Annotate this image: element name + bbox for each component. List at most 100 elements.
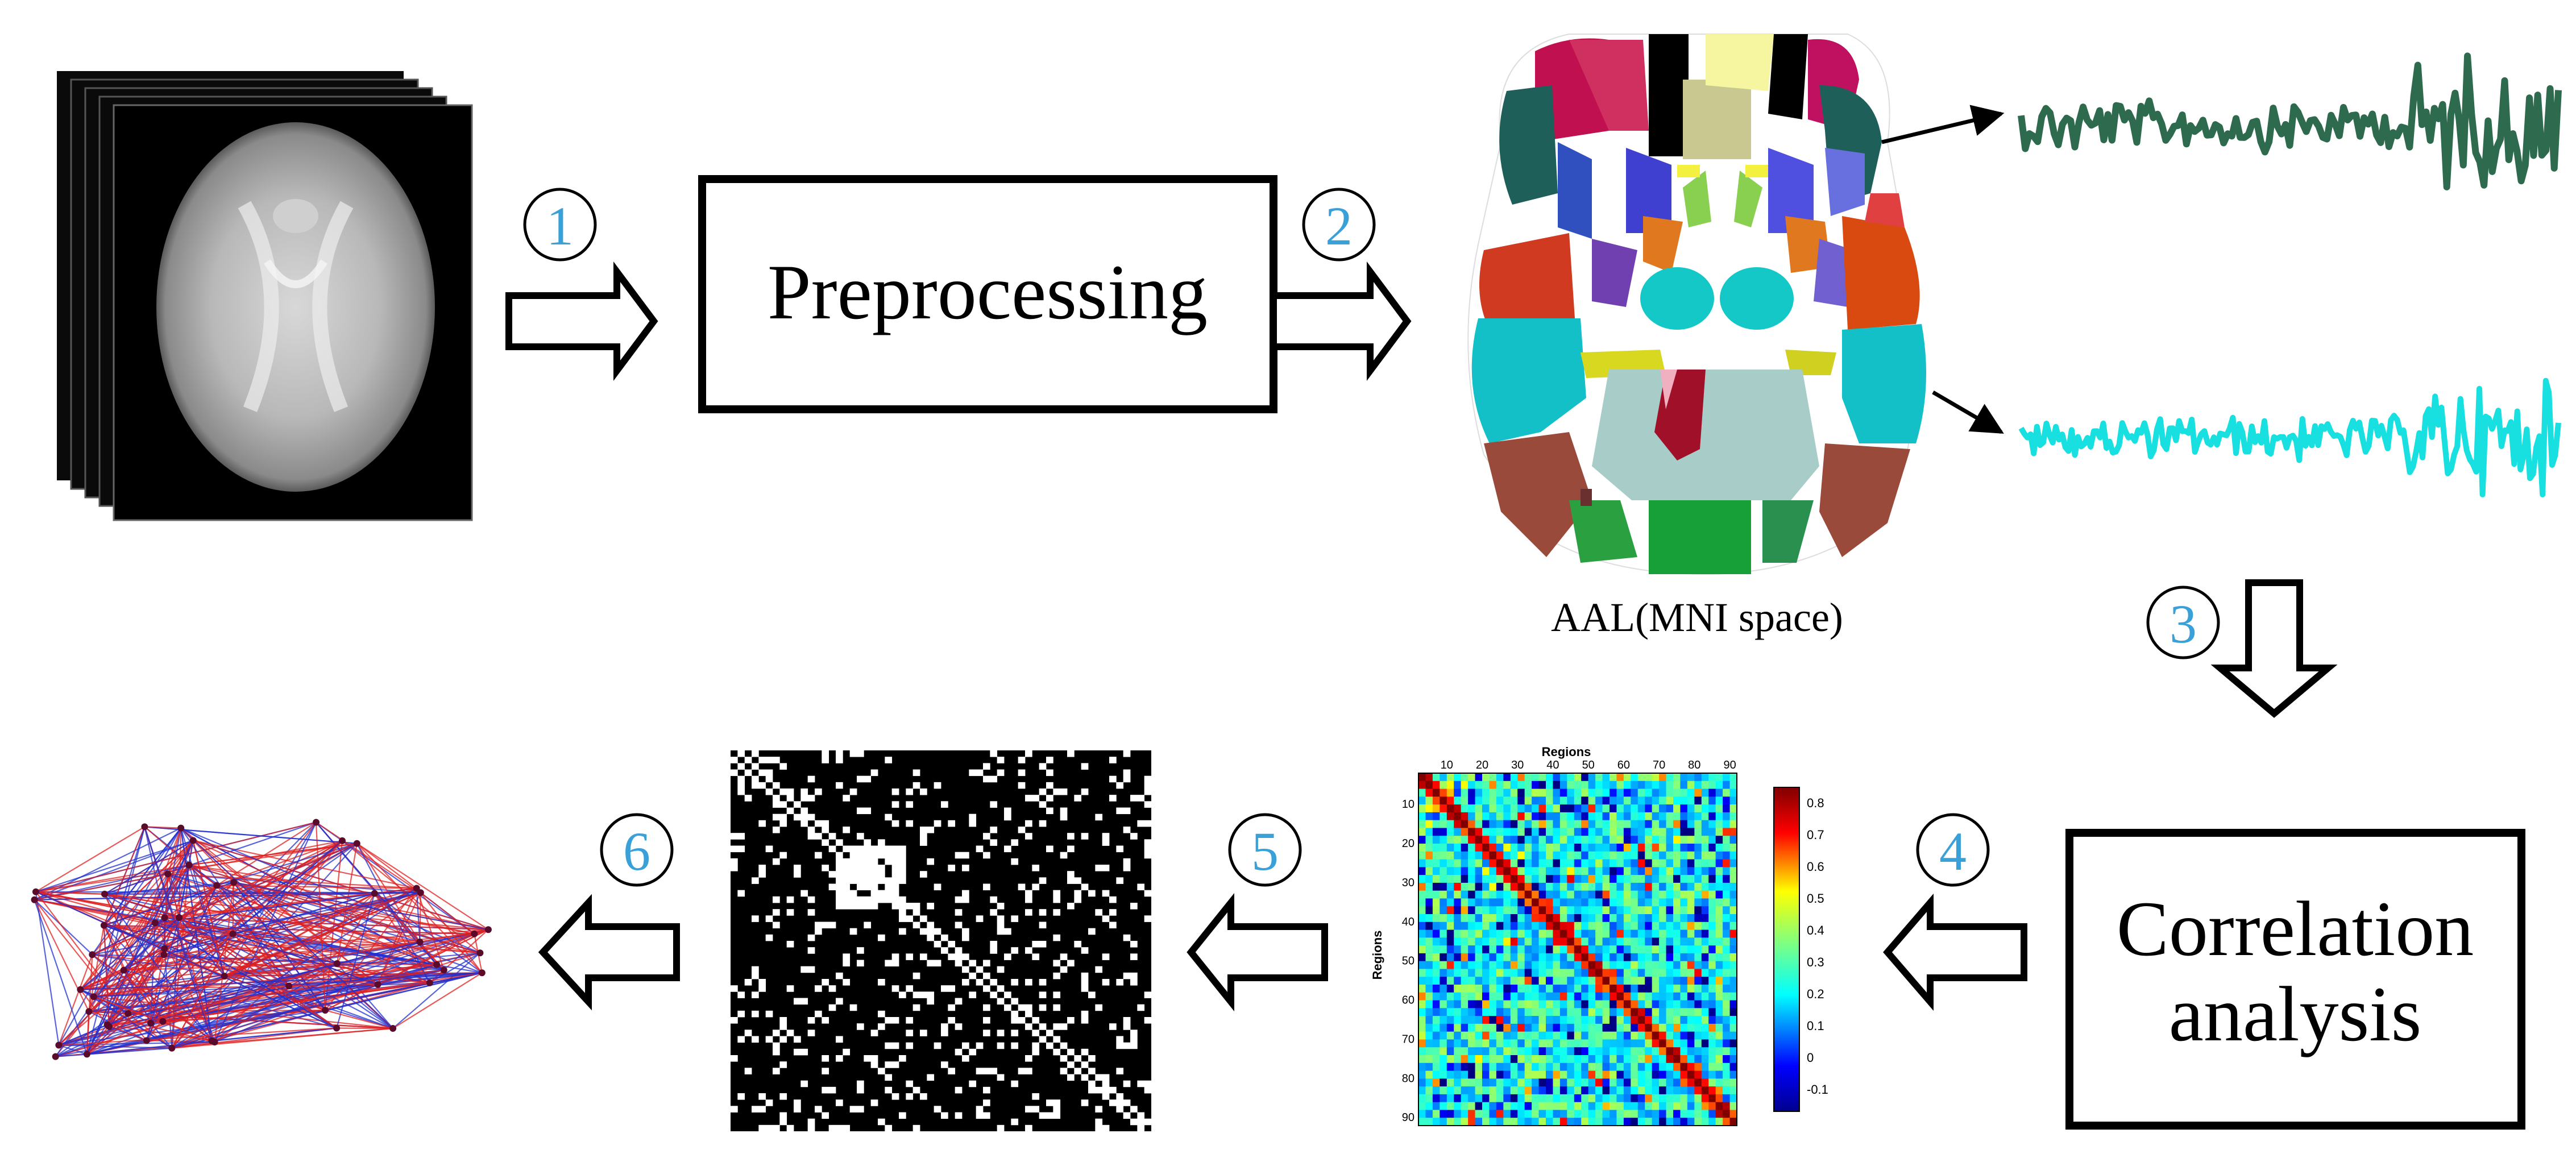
binary-cell [878, 896, 885, 903]
matrix-cell [1567, 844, 1575, 852]
binary-cell [1123, 972, 1131, 979]
matrix-cell [1673, 929, 1681, 938]
matrix-cell [1616, 1023, 1624, 1032]
binary-cell [822, 827, 829, 833]
matrix-cell [1616, 1062, 1624, 1072]
network-edge [104, 893, 420, 943]
binary-cell [843, 1124, 851, 1132]
matrix-cell [1489, 788, 1497, 797]
matrix-cell [1581, 969, 1589, 977]
matrix-cell [1517, 937, 1525, 946]
arrow-3 [2210, 579, 2338, 718]
matrix-cell [1723, 937, 1731, 946]
matrix-cell [1567, 1023, 1575, 1032]
matrix-y-tick: 50 [1402, 955, 1414, 968]
binary-cell [758, 1124, 766, 1132]
binary-cell [969, 1080, 977, 1088]
matrix-cell [1503, 1016, 1511, 1024]
matrix-cell [1581, 922, 1589, 931]
matrix-cell [1482, 1039, 1490, 1048]
matrix-cell [1652, 977, 1660, 985]
matrix-cell [1673, 937, 1681, 946]
binary-cell [864, 865, 872, 871]
matrix-cell [1595, 859, 1603, 868]
matrix-cell [1701, 985, 1709, 993]
matrix-cell [1432, 1031, 1440, 1040]
matrix-cell [1567, 914, 1575, 923]
binary-cell [1081, 947, 1089, 954]
matrix-cell [1666, 1118, 1674, 1126]
matrix-cell [1454, 773, 1462, 782]
matrix-cell [1482, 906, 1490, 915]
matrix-x-tick: 30 [1511, 759, 1524, 771]
matrix-cell [1475, 1055, 1483, 1064]
binary-cell [1067, 833, 1075, 840]
matrix-cell [1602, 969, 1610, 977]
matrix-cell [1581, 1094, 1589, 1103]
matrix-cell [1687, 1102, 1695, 1111]
binary-cell [1039, 922, 1047, 929]
matrix-x-tick: 80 [1688, 759, 1700, 771]
matrix-cell [1546, 1110, 1554, 1118]
binary-cell [864, 807, 872, 815]
binary-cell [1144, 782, 1152, 789]
matrix-cell [1687, 796, 1695, 805]
matrix-cell [1461, 875, 1469, 883]
matrix-cell [1708, 1078, 1716, 1087]
binary-cell [1095, 909, 1103, 916]
binary-cell [765, 1010, 773, 1018]
matrix-cell [1496, 969, 1504, 977]
matrix-cell [1468, 898, 1476, 907]
aal-atlas: AAL(MNI space) [1467, 34, 1926, 640]
matrix-cell [1652, 953, 1660, 962]
network-edge [179, 917, 225, 977]
arrow-4 [1883, 893, 2027, 1011]
matrix-cell [1581, 1118, 1589, 1126]
matrix-cell [1595, 922, 1603, 931]
matrix-cell [1432, 820, 1440, 829]
matrix-cell [1659, 898, 1667, 907]
binary-cell [899, 909, 906, 916]
matrix-cell [1446, 1086, 1454, 1095]
binary-cell [843, 903, 851, 910]
binary-cell [836, 839, 843, 846]
matrix-cell [1517, 929, 1525, 938]
binary-cell [899, 903, 906, 910]
matrix-cell [1652, 969, 1660, 977]
matrix-cell [1446, 796, 1454, 805]
binary-cell [1137, 1004, 1145, 1011]
matrix-cell [1538, 1000, 1546, 1008]
matrix-cell [1517, 1023, 1525, 1032]
matrix-cell [1496, 781, 1504, 790]
matrix-cell [1468, 906, 1476, 915]
matrix-cell [1538, 1047, 1546, 1056]
matrix-cell [1454, 985, 1462, 993]
matrix-cell [1559, 882, 1567, 891]
binary-cell [737, 775, 745, 783]
matrix-cell [1645, 851, 1653, 860]
binary-cell [1123, 1112, 1131, 1119]
binary-cell [1011, 1080, 1019, 1088]
matrix-cell [1461, 1102, 1469, 1111]
matrix-cell [1652, 812, 1660, 821]
matrix-cell [1559, 1023, 1567, 1032]
binary-cell [920, 953, 927, 960]
matrix-cell [1454, 781, 1462, 790]
matrix-cell [1517, 1094, 1525, 1103]
matrix-cell [1623, 890, 1631, 899]
matrix-cell [1559, 1055, 1567, 1064]
matrix-cell [1425, 1070, 1433, 1079]
binary-cell [765, 1099, 773, 1106]
matrix-cell [1574, 836, 1582, 844]
matrix-cell [1574, 929, 1582, 938]
matrix-cell [1461, 812, 1469, 821]
matrix-cell [1588, 859, 1596, 868]
binary-cell [891, 858, 899, 865]
matrix-cell [1666, 953, 1674, 962]
binary-cell [878, 871, 885, 878]
matrix-cell [1432, 969, 1440, 977]
matrix-cell [1680, 969, 1688, 977]
matrix-cell [1645, 820, 1653, 829]
network-edge [86, 1040, 147, 1055]
matrix-cell [1524, 859, 1532, 868]
